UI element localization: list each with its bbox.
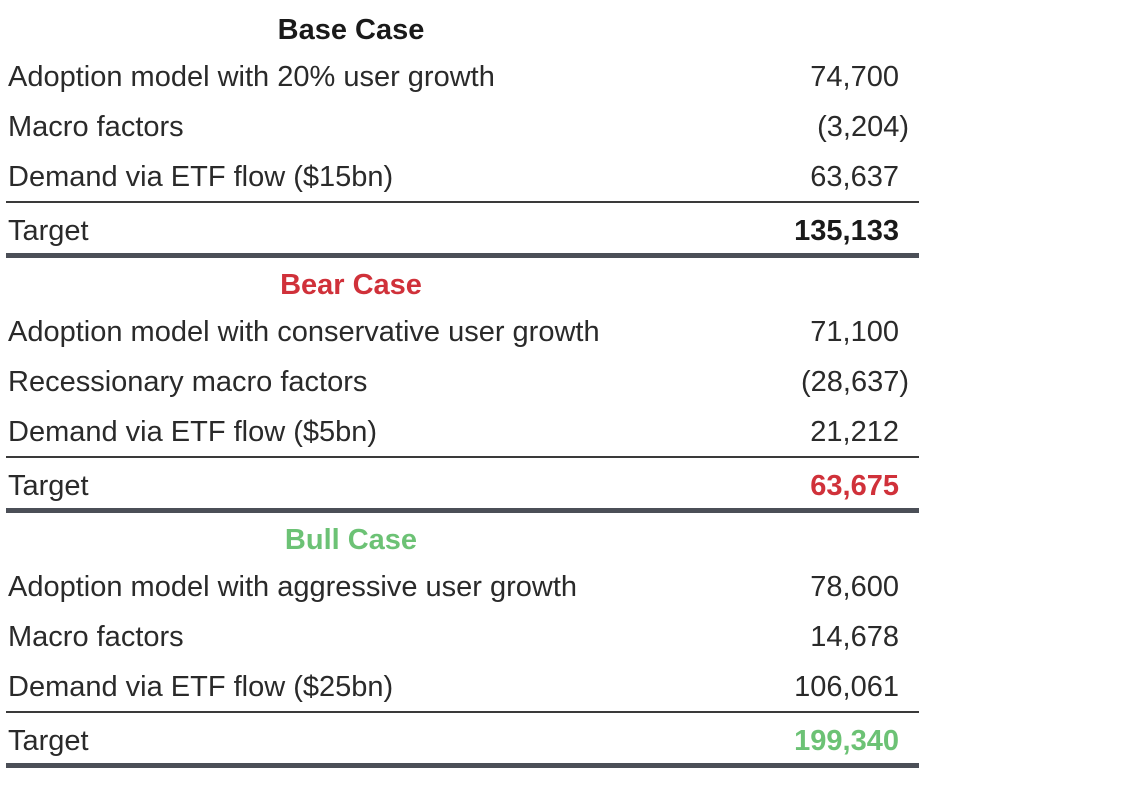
row-value: (3,204) [817, 111, 909, 143]
bull-case-heading: Bull Case [284, 524, 418, 556]
target-row: Target 135,133 [6, 207, 919, 255]
row-label: Macro factors [8, 621, 184, 653]
table-row: Demand via ETF flow ($5bn) 21,212 [6, 408, 919, 456]
row-label: Adoption model with aggressive user grow… [8, 571, 578, 603]
base-target-value: 135,133 [794, 215, 899, 247]
base-case-section: Base Case Adoption model with 20% user g… [6, 0, 919, 258]
subtotal-divider [6, 201, 919, 203]
bull-target-value: 199,340 [794, 725, 899, 757]
target-label: Target [8, 470, 89, 502]
row-value: 78,600 [810, 571, 899, 603]
subtotal-divider [6, 711, 919, 713]
row-label: Macro factors [8, 111, 184, 143]
table-row: Macro factors (3,204) [6, 103, 919, 151]
row-label: Adoption model with 20% user growth [8, 61, 495, 93]
row-value: 21,212 [810, 416, 899, 448]
scenario-table: Base Case Adoption model with 20% user g… [6, 0, 919, 768]
table-row: Adoption model with aggressive user grow… [6, 563, 919, 611]
table-row: Adoption model with conservative user gr… [6, 308, 919, 356]
row-label: Demand via ETF flow ($15bn) [8, 161, 394, 193]
bull-case-section: Bull Case Adoption model with aggressive… [6, 510, 919, 768]
target-label: Target [8, 215, 89, 247]
table-row: Recessionary macro factors (28,637) [6, 358, 919, 406]
row-value: 14,678 [810, 621, 899, 653]
target-row: Target 199,340 [6, 717, 919, 765]
row-value: 71,100 [810, 316, 899, 348]
bear-case-section: Bear Case Adoption model with conservati… [6, 255, 919, 513]
row-value: 106,061 [794, 671, 899, 703]
table-row: Demand via ETF flow ($25bn) 106,061 [6, 663, 919, 711]
row-label: Demand via ETF flow ($5bn) [8, 416, 378, 448]
row-value: 63,637 [810, 161, 899, 193]
subtotal-divider [6, 456, 919, 458]
table-row: Macro factors 14,678 [6, 613, 919, 661]
base-case-heading: Base Case [277, 14, 425, 46]
target-row: Target 63,675 [6, 462, 919, 510]
row-value: (28,637) [800, 366, 909, 398]
table-row: Adoption model with 20% user growth 74,7… [6, 53, 919, 101]
row-label: Demand via ETF flow ($25bn) [8, 671, 394, 703]
section-divider [6, 253, 919, 258]
row-value: 74,700 [810, 61, 899, 93]
table-row: Demand via ETF flow ($15bn) 63,637 [6, 153, 919, 201]
section-divider [6, 763, 919, 768]
target-label: Target [8, 725, 89, 757]
bear-case-heading: Bear Case [280, 269, 422, 301]
row-label: Recessionary macro factors [8, 366, 368, 398]
bear-target-value: 63,675 [810, 470, 899, 502]
row-label: Adoption model with conservative user gr… [8, 316, 600, 348]
section-divider [6, 508, 919, 513]
